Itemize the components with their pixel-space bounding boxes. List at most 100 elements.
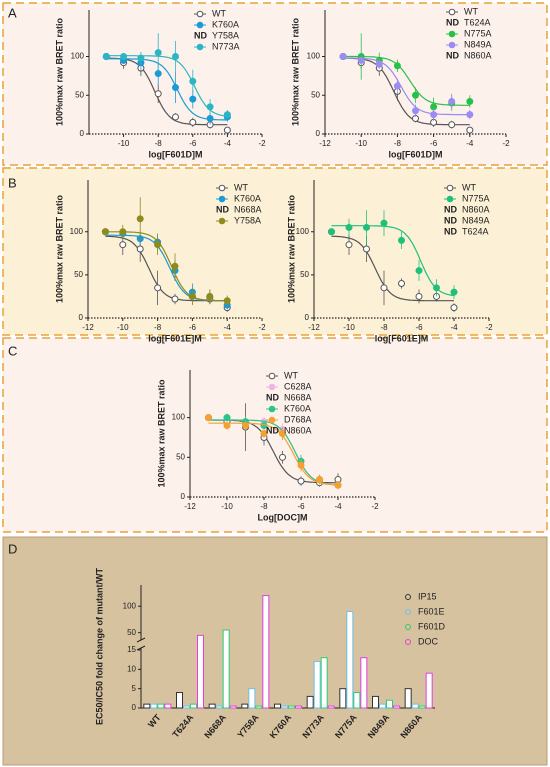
bar	[222, 629, 230, 709]
x-tick-label: -10	[118, 139, 130, 148]
data-point	[188, 292, 196, 300]
legend-label: N775A	[464, 28, 492, 38]
legend-label: N849A	[462, 215, 490, 225]
bar	[320, 657, 328, 709]
legend-label: T624A	[464, 17, 491, 27]
legend-label: WT	[212, 8, 226, 18]
x-tick-label: -6	[189, 139, 197, 148]
y-tick-label: 50	[176, 452, 185, 461]
legend-marker	[268, 416, 276, 424]
x-tick-label: -2	[485, 323, 493, 332]
data-point	[136, 215, 144, 223]
legend-marker	[405, 594, 411, 600]
data-point	[119, 228, 127, 236]
x-axis-label: log[F601E]M	[148, 333, 202, 343]
data-point	[448, 121, 456, 129]
legend-label: N668A	[234, 204, 262, 214]
bar	[248, 688, 256, 709]
x-tick-label: -6	[415, 323, 423, 332]
legend-label: IP15	[418, 591, 437, 601]
data-point	[206, 115, 214, 122]
data-point	[398, 280, 405, 287]
y-tick-label: 50	[311, 90, 320, 99]
legend-marker	[196, 10, 204, 18]
bar	[425, 672, 433, 709]
data-point	[279, 453, 286, 461]
data-point	[189, 77, 197, 85]
data-point	[154, 90, 162, 98]
data-point	[412, 107, 419, 115]
data-point	[242, 422, 249, 430]
bar	[353, 692, 361, 709]
data-point	[223, 297, 231, 305]
legend-marker	[196, 43, 204, 51]
x-axis-label: log[F601D]M	[149, 149, 203, 159]
data-point	[154, 284, 162, 292]
x-tick-label: -2	[502, 139, 510, 148]
x-tick-label: -8	[380, 323, 388, 332]
data-point	[172, 53, 179, 60]
data-point	[171, 262, 179, 270]
legend-label: N849A	[464, 39, 492, 49]
legend-marker	[218, 184, 226, 192]
data-point	[223, 422, 231, 430]
bar	[393, 705, 400, 709]
data-point	[136, 245, 144, 253]
data-point	[433, 284, 440, 292]
legend-marker	[218, 195, 226, 203]
y-tick-label: 100	[307, 52, 321, 61]
legend-flag: ND	[194, 30, 207, 40]
data-point	[316, 476, 323, 484]
legend-flag: ND	[444, 226, 457, 236]
y-tick-label: 0	[316, 129, 321, 138]
legend-label: WT	[462, 182, 476, 192]
y-axis-label: 100%max raw BRET ratio	[290, 17, 300, 126]
x-tick-label: -2	[258, 323, 266, 332]
panel-bg	[2, 2, 548, 166]
legend-label: N668A	[284, 392, 312, 402]
legend-label: D768A	[284, 414, 312, 424]
data-point	[171, 295, 179, 303]
bar	[418, 705, 426, 709]
x-tick-label: -4	[334, 502, 342, 511]
y-tick-label: 0	[80, 129, 85, 138]
data-point	[205, 414, 212, 422]
y-axis-label: EC50/IC50 fold change of mutant/WT	[94, 567, 104, 725]
y-tick-label: 5	[132, 684, 137, 693]
bar	[281, 705, 288, 709]
x-tick-label: -10	[355, 139, 367, 148]
legend-marker	[196, 21, 204, 29]
x-tick-label: -2	[258, 139, 266, 148]
data-point	[119, 241, 127, 249]
bar	[274, 703, 281, 709]
legend-label: WT	[464, 6, 478, 16]
x-tick-label: -6	[430, 139, 438, 148]
fit-curve	[343, 57, 470, 116]
data-point	[466, 111, 474, 119]
legend-label: K760A	[234, 193, 261, 203]
legend-label: N860A	[462, 204, 490, 214]
x-tick-label: -4	[224, 139, 232, 148]
data-point	[393, 82, 401, 90]
legend-label: T624A	[462, 226, 489, 236]
data-point	[380, 219, 388, 227]
data-point	[206, 292, 214, 300]
legend-flag: ND	[444, 204, 457, 214]
data-point	[102, 53, 110, 60]
x-tick-label: -10	[221, 502, 233, 511]
data-point	[375, 60, 383, 68]
y-tick-label: 0	[305, 313, 310, 322]
x-axis-label: log[F601E]M	[375, 333, 429, 343]
x-tick-label: -6	[297, 502, 305, 511]
x-tick-label: -4	[450, 323, 458, 332]
panel-bg	[2, 536, 548, 766]
y-axis-label: 100%max raw BRET ratio	[54, 17, 64, 126]
data-point	[154, 241, 162, 249]
panel-label: B	[8, 175, 17, 190]
bar	[164, 703, 172, 709]
data-point	[363, 223, 370, 231]
fit-curve	[331, 235, 454, 302]
y-tick-label: 0	[132, 703, 137, 712]
bar	[176, 692, 183, 709]
